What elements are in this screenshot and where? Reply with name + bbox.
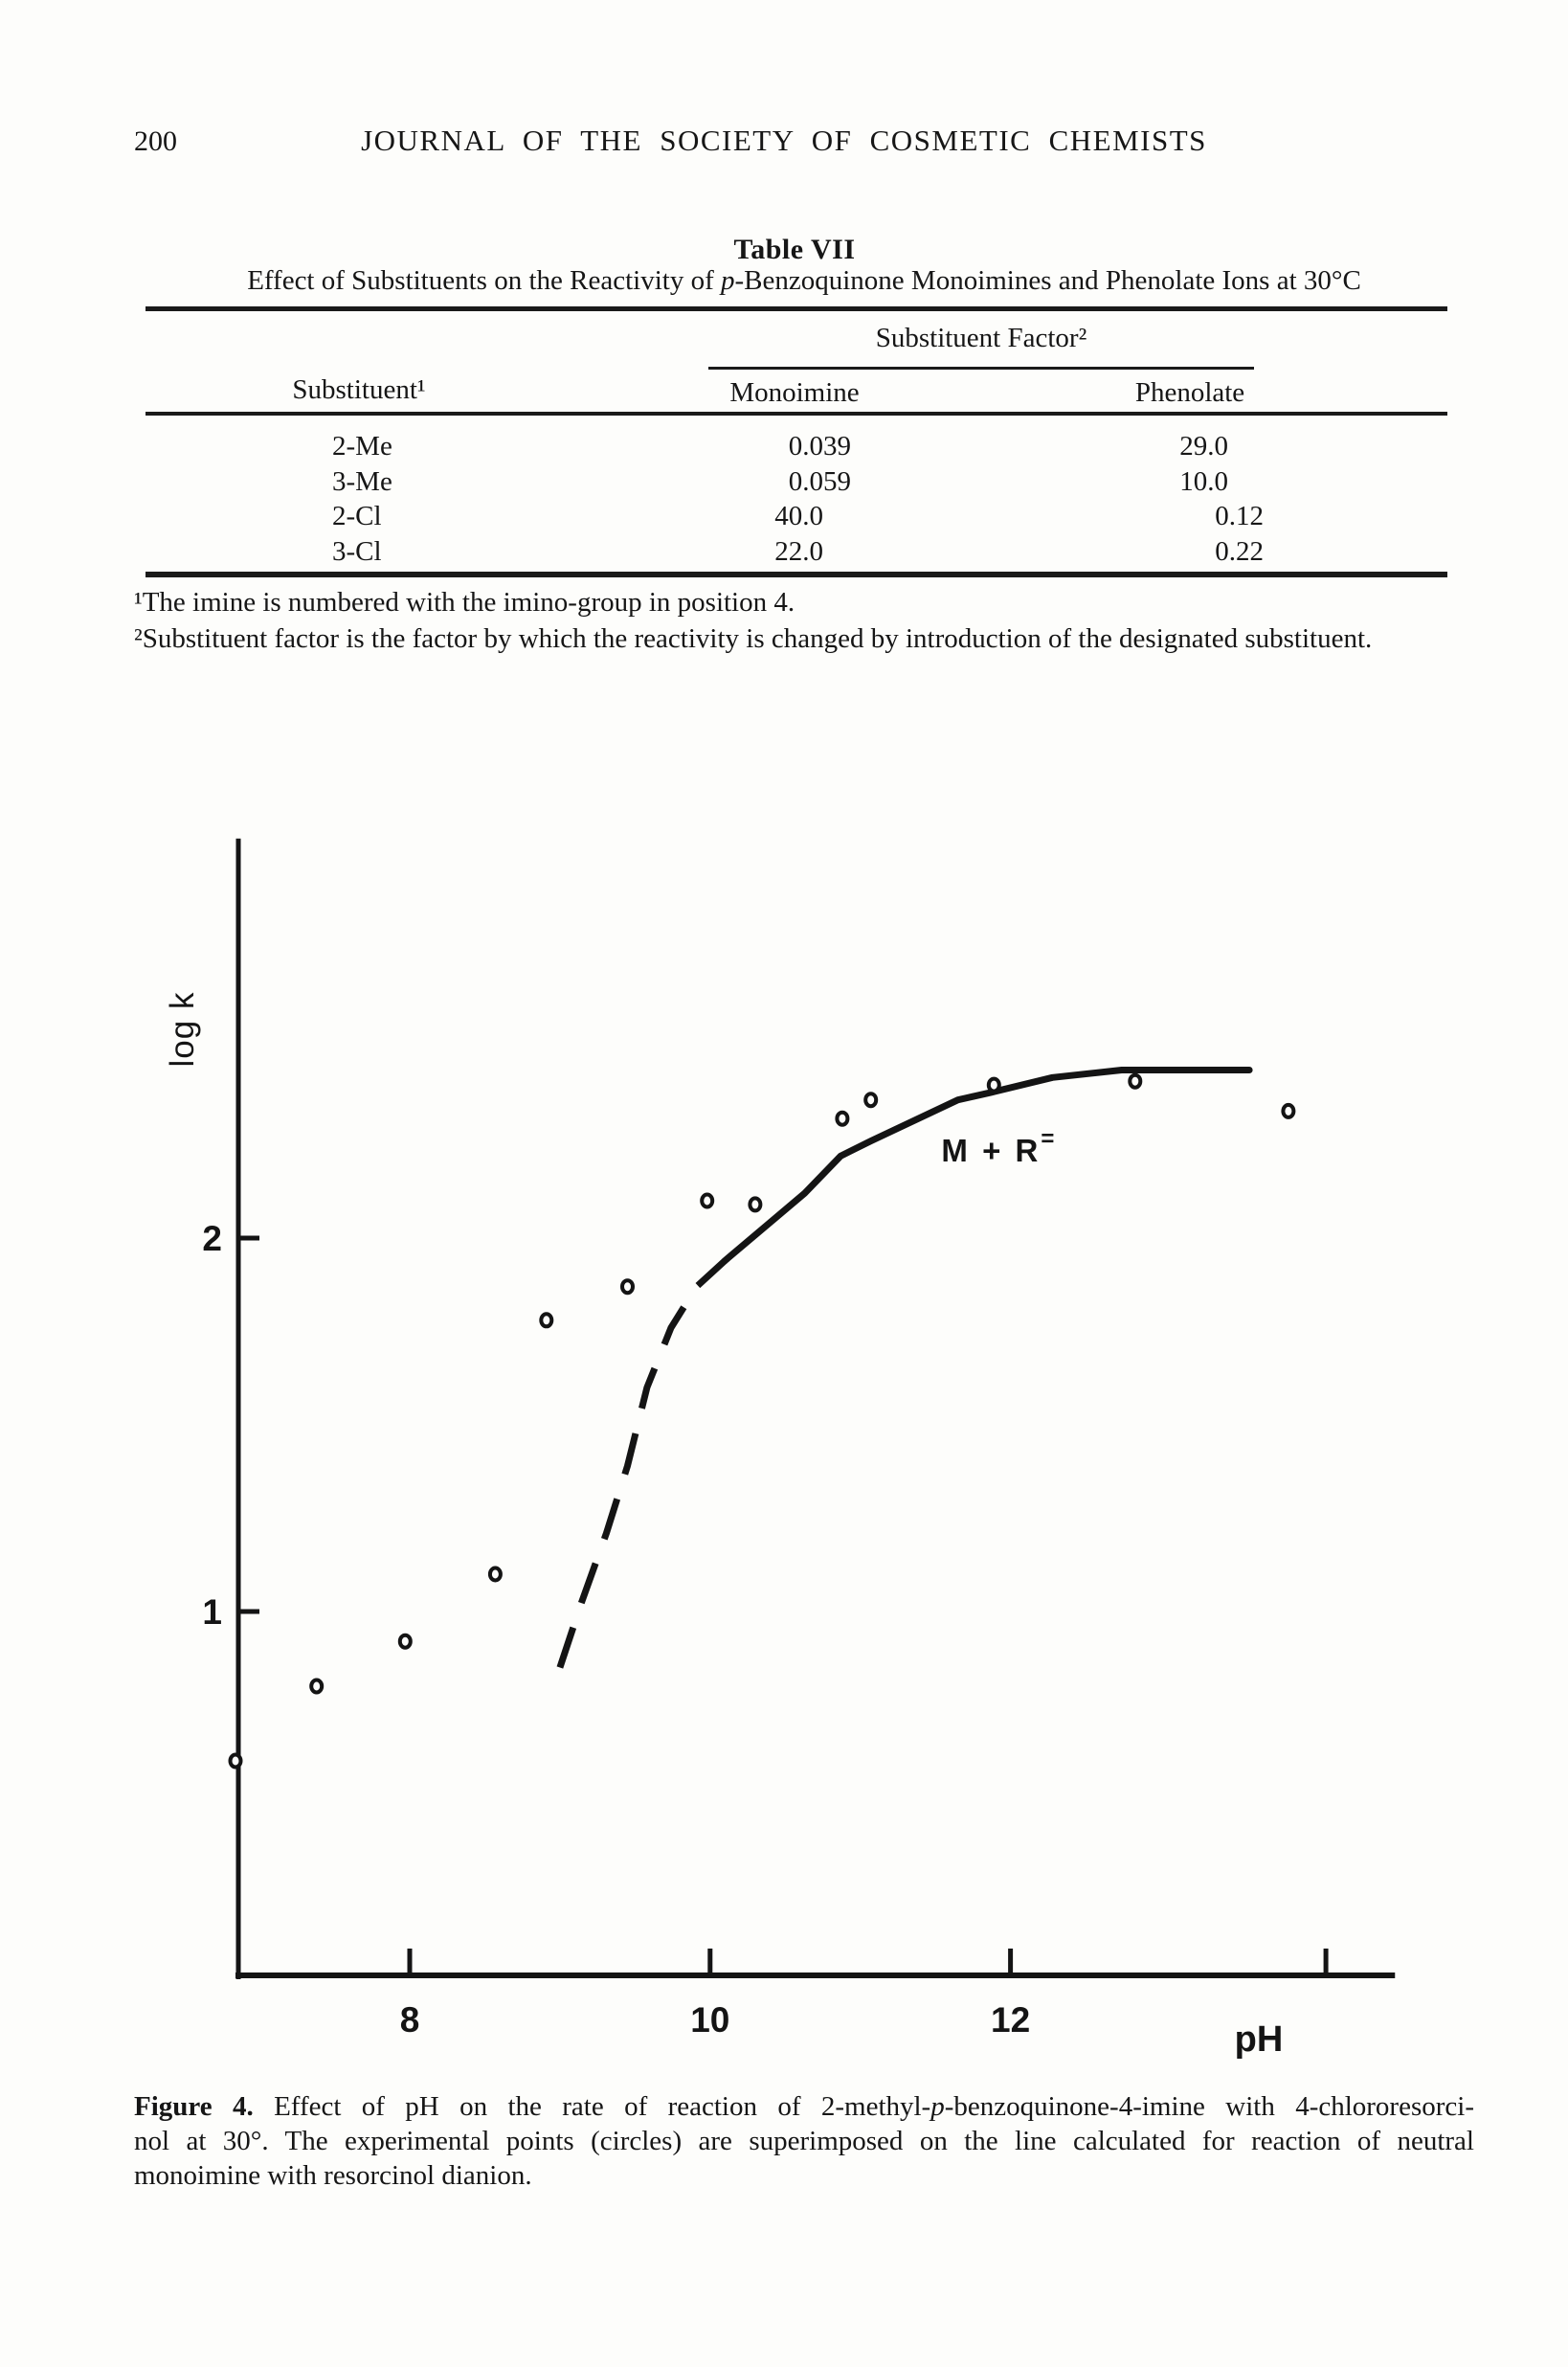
y-axis-label: log k xyxy=(164,992,201,1068)
table-title: Table VII xyxy=(733,234,856,265)
calculated-line-solid xyxy=(722,1067,1253,1264)
substituent-cell: 3-Cl xyxy=(332,536,382,567)
monoimine-cell: 0.039 xyxy=(788,431,851,462)
data-point xyxy=(539,1312,554,1329)
data-point xyxy=(1128,1072,1143,1090)
data-point xyxy=(748,1196,763,1213)
data-point xyxy=(986,1076,1001,1093)
curve-annotation: M + R= xyxy=(941,1126,1057,1168)
phenolate-cell: 0.22 xyxy=(1215,536,1264,567)
journal-title: JOURNAL OF THE SOCIETY OF COSMETIC CHEMI… xyxy=(361,124,1207,157)
monoimine-cell: 0.059 xyxy=(788,466,851,497)
table-footnote-2: ²Substituent factor is the factor by whi… xyxy=(134,623,1373,654)
caption-line: monoimine with resorcinol dianion. xyxy=(134,2160,532,2191)
monoimine-cell: 22.0 xyxy=(774,536,823,567)
data-point xyxy=(835,1110,850,1127)
table-footnote-1: ¹The imine is numbered with the imino-gr… xyxy=(134,587,795,618)
data-point xyxy=(397,1633,413,1650)
data-point xyxy=(700,1192,715,1209)
table-bottom-rule xyxy=(146,572,1447,577)
phenolate-cell: 0.12 xyxy=(1215,501,1264,531)
phenolate-cell: 10.0 xyxy=(1179,466,1228,497)
data-point xyxy=(1281,1102,1296,1119)
x-tick-label: 10 xyxy=(690,2000,729,2040)
substituent-cell: 2-Cl xyxy=(332,501,382,531)
substituent-cell: 3-Me xyxy=(332,466,392,497)
data-point xyxy=(487,1566,503,1583)
page-number: 200 xyxy=(134,125,177,157)
data-point xyxy=(863,1092,879,1109)
caption-line: nol at 30°. The experimental points (cir… xyxy=(134,2126,1474,2156)
x-axis-label: pH xyxy=(1235,2019,1284,2060)
x-tick-label: 8 xyxy=(400,2000,420,2040)
column-group-header: Substituent Factor² xyxy=(875,323,1087,353)
x-tick-label: 12 xyxy=(991,2000,1030,2040)
monoimine-cell: 40.0 xyxy=(774,501,823,531)
column-group-rule xyxy=(708,367,1254,370)
column-header-phenolate: Phenolate xyxy=(1134,377,1245,408)
phenolate-cell: 29.0 xyxy=(1179,431,1228,462)
data-point xyxy=(620,1278,635,1296)
data-point xyxy=(309,1678,325,1695)
column-header-substituent: Substituent¹ xyxy=(292,374,426,405)
calculated-line-dashed xyxy=(556,1257,728,1669)
substituent-cell: 2-Me xyxy=(332,431,392,462)
caption-line: Figure 4. Effect of pH on the rate of re… xyxy=(134,2091,1474,2122)
data-point xyxy=(228,1752,243,1770)
table-top-rule xyxy=(146,306,1447,311)
y-tick-label: 2 xyxy=(202,1219,222,1258)
table-header-rule xyxy=(146,412,1447,416)
y-tick-label: 1 xyxy=(202,1592,222,1632)
column-header-monoimine: Monoimine xyxy=(729,377,860,408)
table-subtitle: Effect of Substituents on the Reactivity… xyxy=(247,265,1361,296)
